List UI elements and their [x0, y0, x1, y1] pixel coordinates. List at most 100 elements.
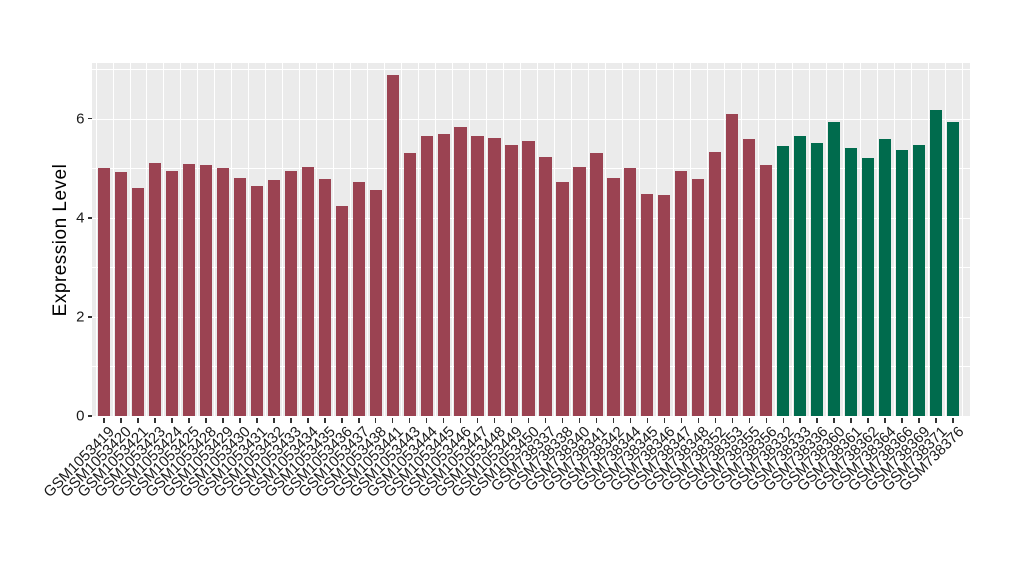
bar-GSM1053430	[233, 178, 246, 416]
bar-GSM1053425	[182, 163, 196, 416]
vertical-gridline	[791, 63, 793, 418]
x-tick-mark	[578, 418, 581, 423]
vertical-gridline	[129, 63, 131, 418]
bar-GSM738352	[709, 152, 722, 416]
bar-GSM738338	[556, 181, 569, 416]
x-tick-mark	[697, 418, 700, 423]
major-gridline	[92, 416, 970, 418]
bar-GSM1053438	[369, 190, 382, 416]
bar-GSM1053443	[403, 152, 416, 416]
bar-GSM738342	[607, 178, 620, 416]
bar-GSM738371	[929, 110, 943, 416]
x-tick-mark	[408, 418, 411, 423]
x-tick-mark	[222, 418, 224, 423]
x-tick-mark	[341, 418, 343, 423]
y-tick-label: 2	[76, 308, 85, 326]
x-tick-mark	[901, 418, 903, 423]
x-tick-mark	[731, 418, 733, 423]
x-tick-mark	[154, 418, 156, 423]
x-tick-mark	[748, 418, 750, 423]
vertical-gridline	[503, 63, 504, 418]
x-tick-mark	[850, 418, 852, 423]
vertical-gridline	[197, 63, 199, 418]
x-tick-mark	[782, 418, 784, 423]
y-axis-title: Expression Level	[50, 163, 71, 317]
x-tick-mark	[714, 418, 716, 423]
bar-GSM738333	[794, 136, 807, 416]
vertical-gridline	[655, 63, 657, 418]
vertical-gridline	[520, 63, 521, 418]
y-tick-label: 6	[76, 110, 85, 128]
y-tick-mark	[87, 117, 92, 120]
vertical-gridline	[180, 63, 182, 418]
bar-GSM1053428	[199, 165, 212, 416]
x-tick-mark	[680, 418, 683, 423]
x-tick-mark	[239, 418, 241, 423]
vertical-gridline	[808, 63, 810, 418]
bar-GSM738340	[573, 167, 586, 416]
vertical-gridline	[95, 63, 97, 418]
vertical-gridline	[842, 63, 844, 418]
vertical-gridline	[418, 63, 420, 418]
bar-GSM738336	[811, 143, 824, 416]
bar-GSM738337	[539, 157, 552, 416]
x-tick-mark	[510, 418, 513, 423]
x-tick-mark	[544, 418, 547, 423]
y-tick-label: 0	[76, 407, 85, 425]
vertical-gridline	[146, 63, 148, 418]
vertical-gridline	[554, 63, 555, 418]
x-tick-mark	[307, 418, 309, 423]
x-tick-mark	[884, 418, 886, 423]
vertical-gridline	[486, 63, 488, 418]
x-tick-mark	[425, 418, 428, 423]
bar-GSM738361	[845, 148, 858, 416]
x-tick-mark	[188, 418, 190, 423]
vertical-gridline	[231, 63, 233, 418]
x-tick-mark	[765, 418, 767, 423]
x-tick-mark	[816, 418, 818, 423]
x-tick-mark	[561, 418, 564, 423]
vertical-gridline	[689, 63, 691, 418]
x-tick-mark	[358, 418, 360, 423]
plot-panel	[92, 63, 970, 418]
major-gridline	[92, 118, 970, 121]
bar-GSM1053433	[284, 170, 297, 416]
vertical-gridline	[316, 63, 318, 418]
bar-GSM1053429	[216, 167, 229, 416]
vertical-gridline	[876, 63, 878, 418]
bar-GSM1053450	[522, 141, 535, 416]
bar-GSM1053446	[454, 126, 467, 416]
bar-GSM738346	[658, 194, 671, 416]
vertical-gridline	[740, 63, 742, 418]
bar-GSM738353	[726, 113, 739, 416]
x-tick-mark	[374, 418, 377, 423]
x-tick-mark	[952, 418, 954, 423]
bar-GSM1053423	[148, 163, 162, 416]
vertical-gridline	[638, 63, 640, 418]
y-tick-label: 4	[76, 209, 85, 227]
x-tick-mark	[205, 418, 207, 423]
bar-GSM1053420	[114, 171, 128, 416]
vertical-gridline	[621, 63, 623, 418]
bar-GSM1053437	[352, 182, 365, 416]
vertical-gridline	[469, 63, 471, 418]
vertical-gridline	[672, 63, 674, 418]
bar-GSM1053444	[420, 136, 433, 416]
vertical-gridline	[537, 63, 538, 418]
vertical-gridline	[401, 63, 403, 418]
x-tick-mark	[476, 418, 479, 423]
vertical-gridline	[927, 63, 929, 418]
x-tick-mark	[171, 418, 173, 423]
vertical-gridline	[214, 63, 216, 418]
bar-GSM738344	[624, 167, 637, 416]
x-tick-mark	[833, 418, 835, 423]
bar-GSM1053447	[471, 136, 484, 416]
x-tick-mark	[799, 418, 801, 423]
x-tick-mark	[935, 418, 937, 423]
vertical-gridline	[706, 63, 708, 418]
vertical-gridline	[282, 63, 284, 418]
vertical-gridline	[163, 63, 165, 418]
minor-gridline	[92, 69, 970, 70]
x-tick-mark	[137, 418, 139, 423]
